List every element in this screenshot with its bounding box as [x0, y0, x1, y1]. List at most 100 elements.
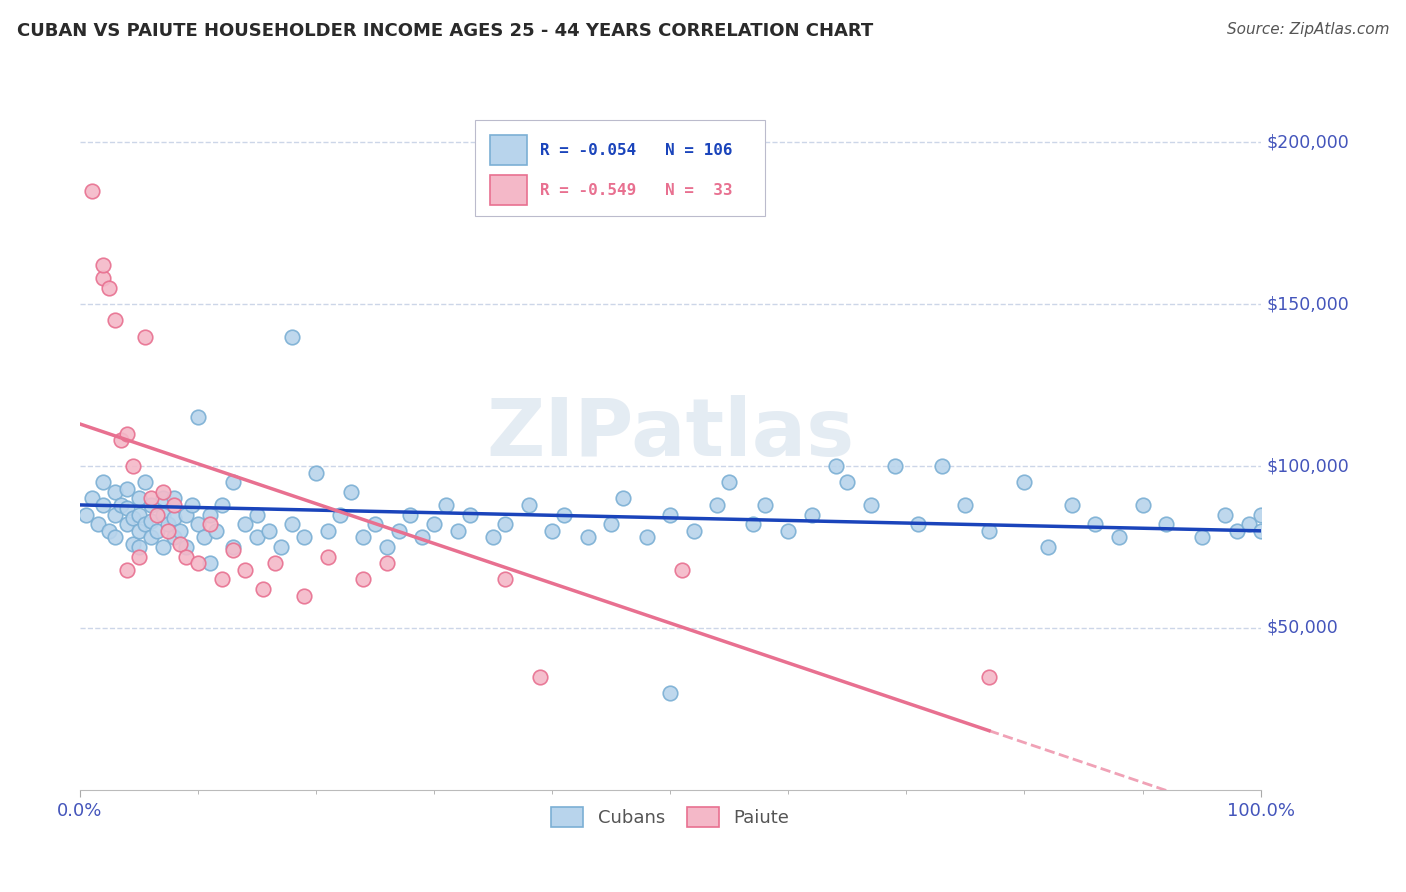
- Point: [139, 491, 162, 506]
- Point: [152, 540, 174, 554]
- Point: [292, 589, 315, 603]
- Point: [163, 498, 186, 512]
- Point: [576, 530, 599, 544]
- Point: [187, 556, 209, 570]
- Point: [494, 517, 516, 532]
- Text: $100,000: $100,000: [1267, 457, 1350, 475]
- Point: [1036, 540, 1059, 554]
- Point: [98, 524, 121, 538]
- Point: [741, 517, 763, 532]
- Point: [198, 556, 221, 570]
- Point: [139, 530, 162, 544]
- Point: [907, 517, 929, 532]
- Point: [115, 501, 138, 516]
- Point: [883, 458, 905, 473]
- Point: [211, 573, 233, 587]
- Point: [139, 514, 162, 528]
- Point: [718, 475, 741, 490]
- Point: [104, 530, 127, 544]
- Point: [139, 498, 162, 512]
- Point: [222, 543, 245, 558]
- Point: [257, 524, 280, 538]
- Point: [706, 498, 728, 512]
- Point: [482, 530, 505, 544]
- Point: [134, 329, 156, 343]
- Point: [222, 475, 245, 490]
- Point: [246, 508, 269, 522]
- Point: [1191, 530, 1213, 544]
- Point: [754, 498, 776, 512]
- Text: $150,000: $150,000: [1267, 295, 1350, 313]
- Text: Source: ZipAtlas.com: Source: ZipAtlas.com: [1226, 22, 1389, 37]
- Point: [364, 517, 387, 532]
- Point: [174, 549, 197, 564]
- Point: [1014, 475, 1036, 490]
- Point: [281, 329, 304, 343]
- Point: [152, 508, 174, 522]
- Point: [122, 537, 145, 551]
- Point: [977, 524, 1000, 538]
- Point: [1250, 524, 1272, 538]
- Point: [270, 540, 292, 554]
- Point: [1213, 508, 1236, 522]
- Point: [316, 549, 339, 564]
- Point: [115, 482, 138, 496]
- Point: [352, 530, 374, 544]
- Point: [193, 530, 215, 544]
- Point: [198, 517, 221, 532]
- Point: [682, 524, 704, 538]
- Point: [104, 313, 127, 327]
- Point: [122, 458, 145, 473]
- Point: [553, 508, 575, 522]
- Point: [93, 498, 115, 512]
- Point: [252, 582, 274, 596]
- Point: [246, 530, 269, 544]
- Point: [181, 498, 204, 512]
- Point: [104, 485, 127, 500]
- Point: [145, 524, 167, 538]
- Point: [977, 669, 1000, 683]
- Point: [541, 524, 564, 538]
- Point: [600, 517, 623, 532]
- Point: [352, 573, 374, 587]
- Point: [128, 549, 150, 564]
- Text: $50,000: $50,000: [1267, 619, 1339, 637]
- Point: [1108, 530, 1130, 544]
- Point: [659, 508, 682, 522]
- Point: [122, 511, 145, 525]
- Point: [423, 517, 446, 532]
- Point: [411, 530, 433, 544]
- Point: [163, 491, 186, 506]
- Text: ZIPatlas: ZIPatlas: [486, 394, 855, 473]
- Point: [110, 433, 132, 447]
- Point: [636, 530, 658, 544]
- Point: [80, 184, 103, 198]
- Point: [494, 573, 516, 587]
- Point: [104, 508, 127, 522]
- Point: [931, 458, 953, 473]
- Point: [128, 491, 150, 506]
- Point: [955, 498, 977, 512]
- Point: [340, 485, 363, 500]
- Point: [222, 540, 245, 554]
- Point: [157, 517, 180, 532]
- Point: [263, 556, 285, 570]
- Point: [329, 508, 352, 522]
- Bar: [489, 175, 527, 205]
- Point: [128, 540, 150, 554]
- Point: [778, 524, 800, 538]
- Point: [1226, 524, 1249, 538]
- Point: [152, 491, 174, 506]
- Point: [375, 540, 398, 554]
- Point: [134, 517, 156, 532]
- Point: [388, 524, 411, 538]
- Point: [399, 508, 422, 522]
- Point: [98, 281, 121, 295]
- Point: [447, 524, 470, 538]
- Point: [174, 508, 197, 522]
- Text: R = -0.549   N =  33: R = -0.549 N = 33: [540, 183, 733, 197]
- Point: [169, 524, 191, 538]
- Point: [659, 686, 682, 700]
- Point: [128, 524, 150, 538]
- Point: [163, 530, 186, 544]
